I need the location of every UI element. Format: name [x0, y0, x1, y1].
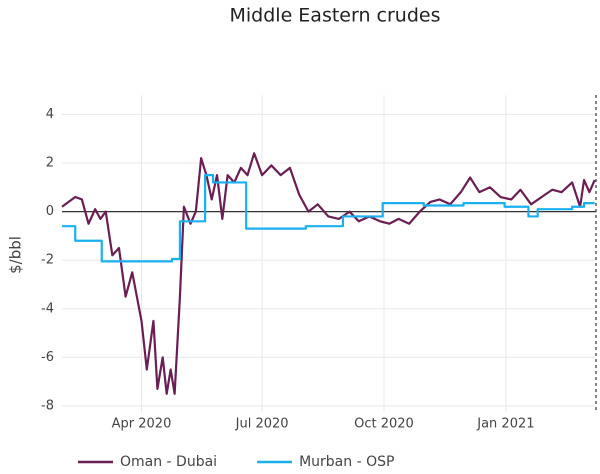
y-tick-label: 0 [46, 204, 54, 219]
legend-label: Murban - OSP [299, 454, 394, 470]
x-tick-label: Apr 2020 [112, 417, 172, 432]
x-tick-label: Oct 2020 [354, 417, 414, 432]
y-tick-label: -8 [41, 398, 54, 413]
y-tick-label: 2 [46, 156, 54, 171]
series-line [61, 152, 596, 395]
y-axis-label: $/bbl [7, 236, 25, 274]
chart-title: Middle Eastern crudes [230, 5, 441, 27]
legend-label: Oman - Dubai [120, 454, 217, 470]
x-tick-label: Jul 2020 [235, 417, 289, 432]
y-tick-label: -2 [41, 253, 54, 268]
x-tick-label: Jan 2021 [476, 417, 534, 432]
y-tick-label: 4 [46, 107, 54, 122]
y-tick-label: -6 [41, 350, 54, 365]
y-tick-label: -4 [41, 301, 54, 316]
series-line [62, 174, 595, 263]
